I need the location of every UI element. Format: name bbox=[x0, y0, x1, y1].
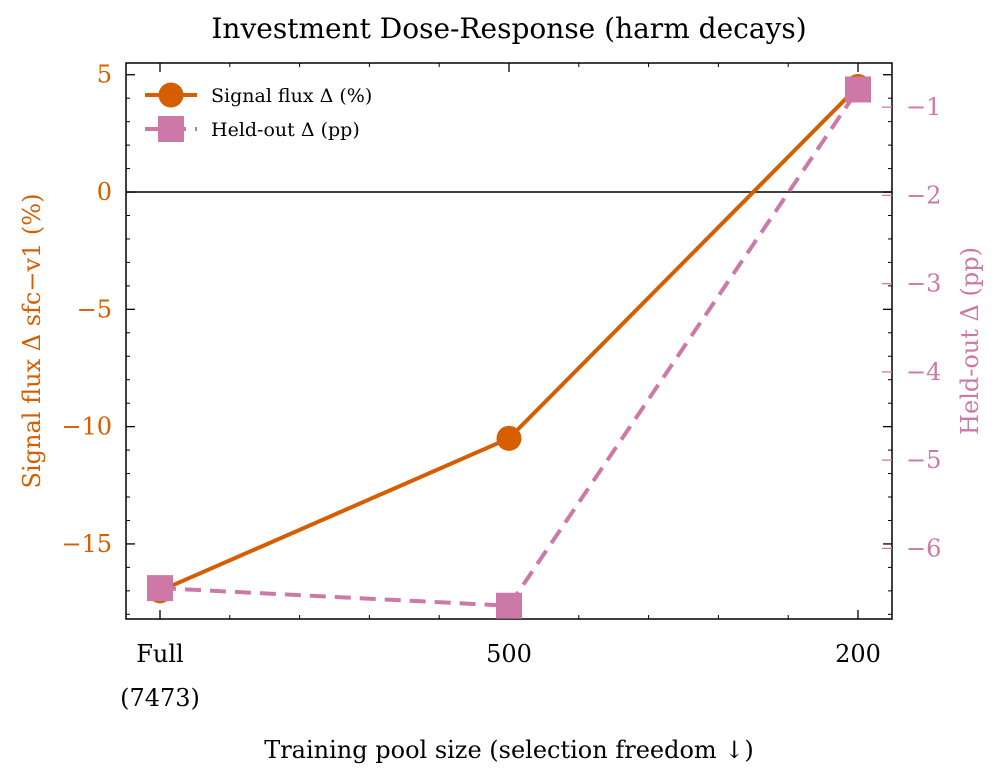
legend-marker bbox=[158, 116, 184, 142]
data-point-held-out bbox=[845, 76, 871, 103]
y-tick-label-left: −5 bbox=[77, 295, 112, 323]
y-tick-label-left: 0 bbox=[97, 178, 112, 206]
y-tick-label-left: −10 bbox=[61, 413, 112, 441]
y-axis-label-right: Held-out Δ (pp) bbox=[956, 247, 984, 435]
plot-frame bbox=[125, 62, 893, 620]
y-tick-label-right: −1 bbox=[906, 93, 941, 121]
y-tick-label-left: 5 bbox=[97, 61, 112, 89]
y-tick-label-right: −4 bbox=[906, 358, 941, 386]
plot-area: 5 0 −5 −10 −15 −1 −2 −3 −4 −5 −6 Full (7473) 500 200 Si… bbox=[61, 61, 941, 712]
data-point-signal-flux bbox=[496, 425, 522, 451]
x-tick-label-line2: (7473) bbox=[120, 684, 200, 712]
x-tick-label: 200 bbox=[835, 640, 881, 668]
y-tick-label-left: −15 bbox=[61, 530, 112, 558]
x-tick-label: Full bbox=[136, 640, 183, 668]
x-axis-label: Training pool size (selection freedom ↓) bbox=[264, 736, 754, 764]
data-point-held-out bbox=[147, 575, 173, 602]
y-tick-label-right: −6 bbox=[906, 534, 941, 562]
data-point-held-out bbox=[496, 592, 522, 619]
legend-label: Signal flux Δ (%) bbox=[211, 85, 372, 107]
legend-marker bbox=[158, 82, 184, 108]
y-axis-label-left: Signal flux Δ sfc−v1 (%) bbox=[18, 194, 46, 489]
chart-title: Investment Dose-Response (harm decays) bbox=[211, 12, 806, 45]
y-tick-label-right: −5 bbox=[906, 446, 941, 474]
series-line-signal-flux bbox=[159, 85, 860, 593]
y-tick-label-right: −2 bbox=[906, 181, 941, 209]
y-tick-label-right: −3 bbox=[906, 270, 941, 298]
x-tick-label: 500 bbox=[486, 640, 532, 668]
series-line-held-out bbox=[159, 88, 860, 608]
legend-label: Held-out Δ (pp) bbox=[211, 119, 360, 141]
